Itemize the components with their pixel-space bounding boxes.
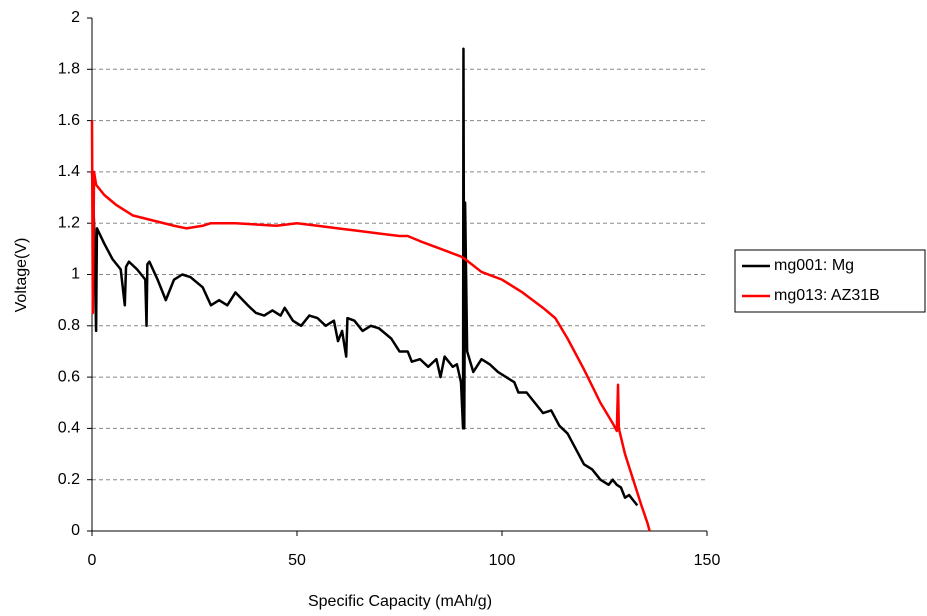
y-tick-label: 1.6 xyxy=(58,112,80,129)
x-tick-label: 0 xyxy=(88,552,97,569)
y-tick-label: 1 xyxy=(71,266,80,283)
legend-label: mg001: Mg xyxy=(774,257,854,274)
y-tick-label: 1.8 xyxy=(58,61,80,78)
x-tick-label: 50 xyxy=(288,552,306,569)
y-axis-label: Voltage(V) xyxy=(13,238,30,313)
x-tick-label: 150 xyxy=(694,552,721,569)
series-line xyxy=(90,47,639,507)
y-tick-label: 2 xyxy=(71,9,80,26)
legend-box xyxy=(734,249,926,313)
x-axis-label: Specific Capacity (mAh/g) xyxy=(308,593,492,610)
y-tick-label: 0.8 xyxy=(58,317,80,334)
y-tick-label: 1.2 xyxy=(58,214,80,231)
x-tick-label: 100 xyxy=(489,552,516,569)
y-tick-label: 0 xyxy=(71,522,80,539)
y-tick-label: 0.4 xyxy=(58,420,80,437)
y-tick-label: 1.4 xyxy=(58,163,80,180)
series-line xyxy=(90,120,651,532)
y-tick-label: 0.2 xyxy=(58,471,80,488)
y-tick-label: 0.6 xyxy=(58,368,80,385)
legend-label: mg013: AZ31B xyxy=(774,287,880,304)
